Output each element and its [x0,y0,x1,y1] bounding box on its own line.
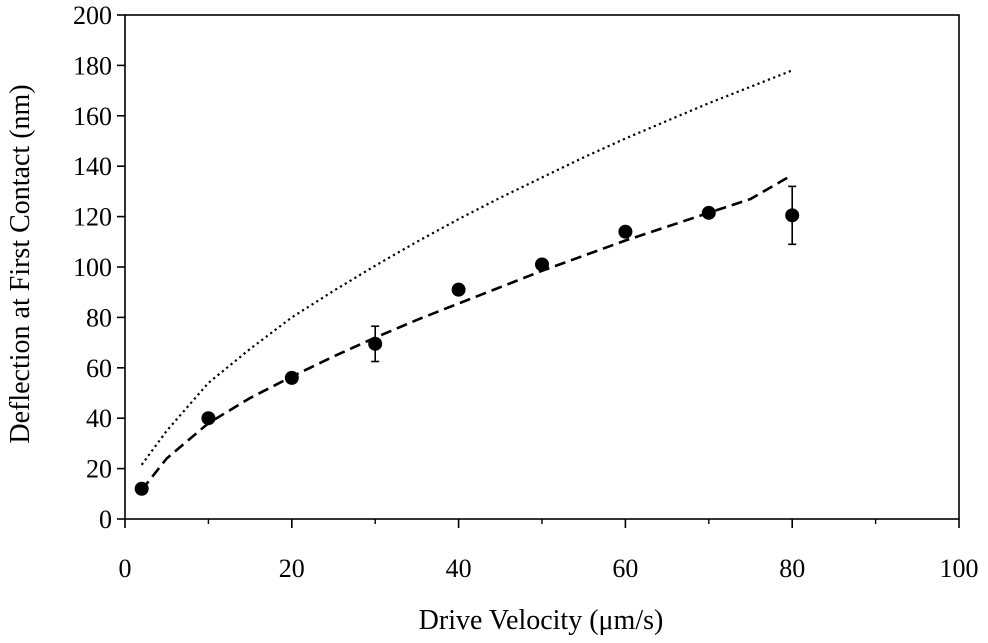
data-point [284,370,299,385]
y-tick-label: 140 [73,152,112,181]
y-tick-label: 20 [86,455,112,484]
y-tick-label: 60 [86,354,112,383]
x-tick-label: 60 [612,554,638,583]
y-tick-label: 180 [73,51,112,80]
dotted-fit-curve [140,69,793,466]
plot-area: 0 20 40 60 80 100 120 140 160 180 200 0 20 40 60 80 100 [73,1,979,583]
y-tick-label: 120 [73,203,112,232]
y-tick-label: 80 [86,303,112,332]
data-point [201,411,216,426]
x-tick-label: 0 [119,554,132,583]
y-axis-title: Deflection at First Contact (nm) [5,84,36,443]
y-tick-label: 40 [86,404,112,433]
data-point [368,336,383,351]
data-point [701,205,716,220]
data-point [785,208,800,223]
dashed-fit-curve [140,173,793,491]
y-tick-label: 100 [73,253,112,282]
data-point [134,481,149,496]
data-point [451,282,466,297]
x-tick-label: 100 [940,554,979,583]
data-point [535,257,549,272]
y-tick-label: 160 [73,102,112,131]
y-tick-label: 200 [73,1,112,30]
data-point [618,224,633,239]
x-tick-label: 80 [779,554,805,583]
x-axis-title: Drive Velocity (μm/s) [419,605,664,636]
x-tick-label: 40 [446,554,472,583]
x-tick-label: 20 [279,554,305,583]
y-tick-label: 0 [99,505,112,534]
